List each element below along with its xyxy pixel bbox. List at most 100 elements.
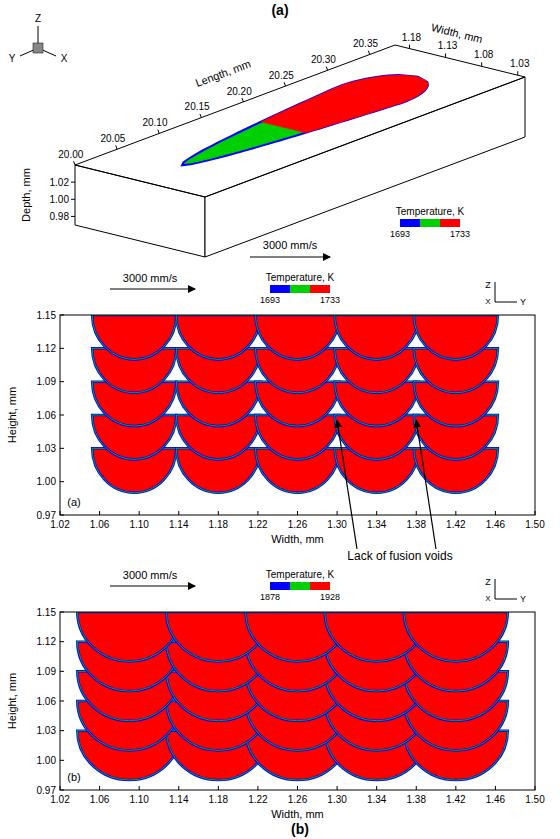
triad-label: Y [520, 297, 526, 307]
triad-label: Y [9, 53, 16, 64]
colorbar-segment [400, 219, 420, 227]
colorbar-label: 1693 [260, 295, 280, 305]
x-tick [60, 786, 61, 790]
plot-frame [60, 315, 535, 515]
x-tick [257, 786, 258, 790]
x-tick-label: 1.42 [446, 794, 466, 805]
length-tick-label: 20.05 [100, 133, 125, 144]
x-tick [535, 786, 536, 790]
length-tick-label: 20.30 [311, 54, 336, 65]
width-tick-label: 1.18 [402, 32, 422, 43]
triad-label: Z [35, 13, 41, 24]
triad-label: X [485, 297, 491, 306]
x-tick-label: 1.50 [525, 519, 545, 530]
x-tick [297, 786, 298, 790]
x-tick-label: 1.26 [288, 519, 308, 530]
annotation-arrow [337, 421, 357, 549]
triad-y [495, 599, 517, 600]
length-tick-label: 20.15 [185, 101, 210, 112]
melt-pool-rim [255, 315, 339, 359]
plot-background [60, 612, 535, 790]
x-tick-label: 1.26 [288, 794, 308, 805]
view-3d: 20.0020.0520.1020.1520.2020.2520.3020.35… [9, 13, 530, 257]
length-tick [242, 98, 243, 102]
x-tick-label: 1.02 [50, 519, 70, 530]
length-tick [200, 114, 201, 118]
colorbar-segment [310, 582, 330, 590]
x-tick [178, 511, 179, 515]
x-tick-label: 1.10 [129, 794, 149, 805]
triad-z [495, 282, 496, 302]
x-tick-label: 1.34 [367, 794, 387, 805]
colorbar-label: 1693 [390, 229, 410, 239]
melt-pool [182, 75, 428, 165]
y-tick-label: 1.15 [37, 607, 57, 618]
x-tick-label: 1.14 [169, 519, 189, 530]
annotation-arrow [416, 421, 436, 549]
colorbar-segment [310, 285, 330, 293]
annotation: Lack of fusion voids [337, 421, 453, 563]
triad-label: X [485, 594, 491, 603]
plot-background [60, 315, 535, 515]
y-tick [60, 381, 64, 382]
depth-tick [71, 216, 75, 217]
length-tick-label: 20.25 [269, 70, 294, 81]
y-tick-label: 1.06 [37, 696, 57, 707]
triad-cube [33, 43, 43, 53]
y-tick [60, 481, 64, 482]
label-patch [63, 769, 85, 784]
melt-pool-rim [404, 612, 508, 661]
y-tick [60, 348, 64, 349]
speed-arrow [110, 288, 195, 289]
melt-pool [77, 612, 181, 661]
melt-pool-rim [335, 315, 419, 359]
colorbar-label: 1733 [450, 229, 470, 239]
x-tick [99, 786, 100, 790]
panel-label: (b) [67, 771, 80, 783]
marks [92, 315, 498, 493]
y-tick-label: 0.97 [37, 785, 57, 796]
panel: 3000 mm/sTemperature, K18781928ZXY1.021.… [6, 569, 545, 820]
width-tick-label: 1.08 [474, 49, 494, 60]
colorbar-segment [290, 582, 310, 590]
y-tick-label: 1.03 [37, 725, 57, 736]
panel: 3000 mm/sTemperature, K16931733ZXY1.021.… [6, 272, 545, 545]
x-tick [218, 511, 219, 515]
melt-pool-hot [261, 75, 428, 133]
depth-tick-label: 1.02 [50, 177, 70, 188]
speed-label: 3000 mm/s [123, 272, 178, 284]
depth-axis-title: Depth, mm [20, 168, 32, 222]
x-tick [376, 511, 377, 515]
colorbar-segment [440, 219, 460, 227]
x-tick [495, 786, 496, 790]
x-tick [257, 511, 258, 515]
length-axis-title: Length, mm [194, 57, 253, 89]
width-tick-label: 1.13 [438, 40, 458, 51]
x-tick [60, 511, 61, 515]
colorbar-segment [270, 582, 290, 590]
x-tick-label: 1.06 [90, 519, 110, 530]
speed-label: 3000 mm/s [263, 239, 318, 251]
length-tick [326, 67, 327, 71]
colorbar-label: 1733 [320, 295, 340, 305]
y-tick [60, 448, 64, 449]
x-tick-label: 1.30 [327, 794, 347, 805]
y-tick-label: 1.00 [37, 755, 57, 766]
x-tick-label: 1.50 [525, 794, 545, 805]
triad-z [495, 579, 496, 599]
y-tick-label: 0.97 [37, 510, 57, 521]
x-tick-label: 1.18 [209, 794, 229, 805]
triad-label: Z [485, 280, 491, 290]
y-tick [60, 515, 64, 516]
length-tick [284, 82, 285, 86]
length-tick-label: 20.10 [142, 117, 167, 128]
x-tick [416, 786, 417, 790]
y-tick [60, 612, 64, 613]
width-tick-label: 1.03 [510, 58, 530, 69]
x-tick [337, 511, 338, 515]
x-tick [297, 511, 298, 515]
depth-tick [71, 182, 75, 183]
x-tick-label: 1.02 [50, 794, 70, 805]
y-tick [60, 701, 64, 702]
width-tick [481, 62, 482, 66]
